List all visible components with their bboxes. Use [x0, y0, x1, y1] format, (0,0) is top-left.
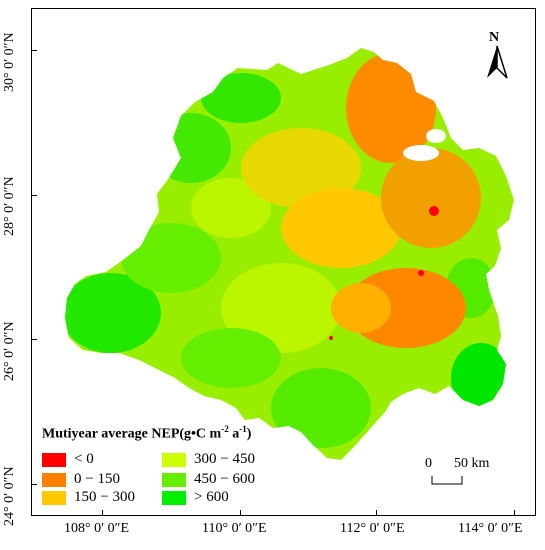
y-label-28: 28° 0′ 0″N: [2, 176, 17, 236]
legend-item-300-450: 300 − 450: [162, 451, 255, 467]
y-tick-24: [31, 484, 37, 485]
legend-swatch: [42, 490, 66, 505]
legend-swatch: [42, 452, 66, 467]
legend-title: Mutiyear average NEP(g•C m-2 a-1): [42, 424, 252, 442]
scale-start-label: 0: [425, 456, 432, 471]
legend-swatch: [162, 472, 186, 487]
scale-end-label: 50 km: [454, 456, 490, 471]
x-label-112: 112° 0′ 0″E: [340, 521, 405, 536]
scale-bar: [431, 476, 463, 485]
north-arrow-icon: [487, 45, 508, 79]
x-label-114: 114° 0′ 0″E: [458, 521, 523, 536]
legend-item-150-300: 150 − 300: [42, 489, 135, 505]
x-tick-112: [376, 510, 377, 516]
x-tick-114: [514, 510, 515, 516]
north-label: N: [489, 30, 500, 45]
x-label-108: 108° 0′ 0″E: [64, 521, 130, 536]
legend-item-0-150: 0 − 150: [42, 471, 120, 487]
legend-item-lt0: < 0: [42, 451, 94, 467]
y-tick-30: [31, 50, 37, 51]
nep-map: [65, 48, 514, 460]
y-label-24: 24° 0′ 0″N: [2, 466, 17, 526]
x-label-110: 110° 0′ 0″E: [202, 521, 267, 536]
x-tick-110: [240, 510, 241, 516]
legend-swatch: [162, 490, 186, 505]
y-tick-26: [31, 339, 37, 340]
y-label-30: 30° 0′ 0″N: [2, 32, 17, 92]
legend-item-gt600: > 600: [162, 489, 229, 505]
y-label-26: 26° 0′ 0″N: [2, 321, 17, 381]
y-tick-28: [31, 195, 37, 196]
legend-swatch: [162, 452, 186, 467]
legend-swatch: [42, 472, 66, 487]
legend-item-450-600: 450 − 600: [162, 471, 255, 487]
x-tick-108: [102, 510, 103, 516]
